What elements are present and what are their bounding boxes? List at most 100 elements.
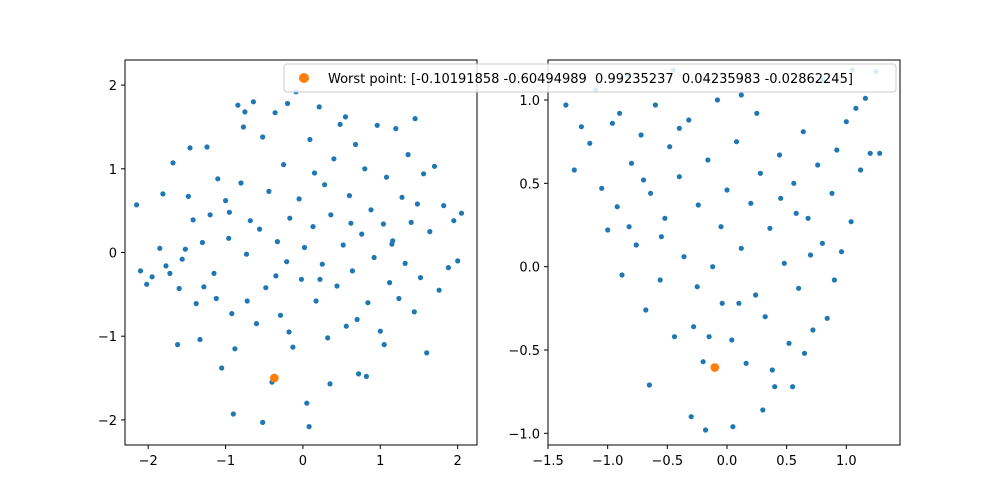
scatter-point [862, 95, 869, 101]
scatter-point [286, 329, 292, 335]
scatter-point [730, 424, 736, 430]
scatter-point [260, 419, 266, 425]
scatter-point [365, 300, 371, 306]
scatter-point [614, 204, 620, 210]
y-tick-label: 1.0 [519, 94, 540, 109]
x-tick-label: 0.5 [776, 454, 797, 469]
scatter-point [829, 190, 835, 196]
left-scatter-panel: −2 −1 0 1 2 −2 −1 0 1 2 [98, 59, 478, 469]
scatter-point [408, 219, 414, 225]
scatter-point [346, 193, 352, 199]
scatter-point [648, 190, 654, 196]
x-tick-label: 1 [376, 454, 384, 469]
scatter-point [781, 260, 787, 266]
scatter-point [160, 191, 166, 197]
scatter-point [853, 105, 859, 111]
scatter-point [348, 220, 354, 226]
scatter-point [807, 252, 814, 258]
scatter-point [686, 117, 692, 123]
scatter-point [193, 301, 199, 307]
scatter-point [185, 193, 191, 199]
scatter-point [736, 300, 742, 306]
scatter-point [144, 281, 150, 287]
scatter-point [304, 400, 310, 406]
scatter-point [287, 215, 293, 221]
scatter-point [298, 276, 304, 282]
scatter-point [796, 285, 802, 291]
scatter-point [380, 221, 386, 227]
scatter-point [805, 215, 811, 221]
scatter-point [307, 136, 313, 143]
scatter-point [702, 427, 709, 433]
scatter-point [277, 312, 284, 318]
scatter-point [317, 276, 323, 282]
scatter-point [387, 280, 393, 286]
scatter-point [718, 224, 724, 230]
scatter-point [219, 365, 225, 371]
scatter-point [599, 185, 605, 191]
scatter-point [377, 328, 383, 334]
x-tick-label: −1 [216, 454, 235, 469]
scatter-point [652, 102, 659, 108]
scatter-point [436, 287, 442, 293]
scatter-point [163, 263, 169, 269]
scatter-point [182, 246, 188, 252]
scatter-point [325, 335, 331, 341]
scatter-point [179, 256, 185, 262]
scatter-point [284, 259, 290, 265]
scatter-point [760, 407, 766, 413]
x-tick-label: −1.5 [532, 454, 564, 469]
scatter-point [230, 411, 236, 417]
scatter-point [848, 219, 854, 225]
scatter-point [431, 163, 438, 169]
scatter-point [738, 245, 744, 251]
x-tick-label: 0.0 [717, 454, 738, 469]
scatter-point [619, 272, 625, 278]
scatter-point [801, 350, 808, 356]
scatter-point [207, 212, 213, 218]
scatter-point [238, 180, 244, 186]
scatter-point [719, 300, 725, 306]
scatter-point [211, 270, 217, 276]
scatter-point [757, 170, 764, 176]
scatter-point [786, 340, 792, 346]
scatter-point [327, 381, 333, 387]
scatter-point [229, 311, 235, 317]
scatter-point [662, 215, 668, 221]
scatter-point [605, 227, 611, 233]
scatter-point [671, 334, 678, 340]
scatter-point [371, 254, 377, 261]
y-tick-label: 0.0 [519, 261, 540, 276]
scatter-point [362, 166, 368, 172]
scatter-point [363, 373, 369, 379]
scatter-point [215, 176, 221, 182]
scatter-point [824, 315, 830, 321]
scatter-point [706, 334, 712, 340]
scatter-point [790, 384, 796, 390]
scatter-point [753, 292, 759, 298]
scatter-point [322, 182, 328, 188]
scatter-point [176, 285, 182, 292]
legend-marker [299, 73, 309, 83]
scatter-point [313, 298, 319, 304]
scatter-point [643, 307, 649, 313]
worst-point-marker [269, 373, 279, 383]
scatter-point [458, 210, 465, 216]
x-tick-label: −2 [139, 454, 158, 469]
scatter-point [571, 167, 577, 173]
scatter-point [776, 152, 783, 158]
scatter-point [628, 160, 635, 166]
scatter-point [328, 212, 334, 218]
scatter-point [424, 350, 430, 356]
scatter-point [778, 195, 784, 201]
scatter-point [354, 316, 360, 323]
scatter-point [843, 119, 849, 125]
scatter-point [417, 275, 424, 281]
scatter-point [167, 270, 173, 276]
y-tick-label: −1 [98, 330, 117, 345]
scatter-point [232, 346, 238, 352]
scatter-point [240, 124, 246, 130]
scatter-point [412, 116, 418, 122]
scatter-point [340, 242, 346, 248]
scatter-point [266, 188, 272, 194]
